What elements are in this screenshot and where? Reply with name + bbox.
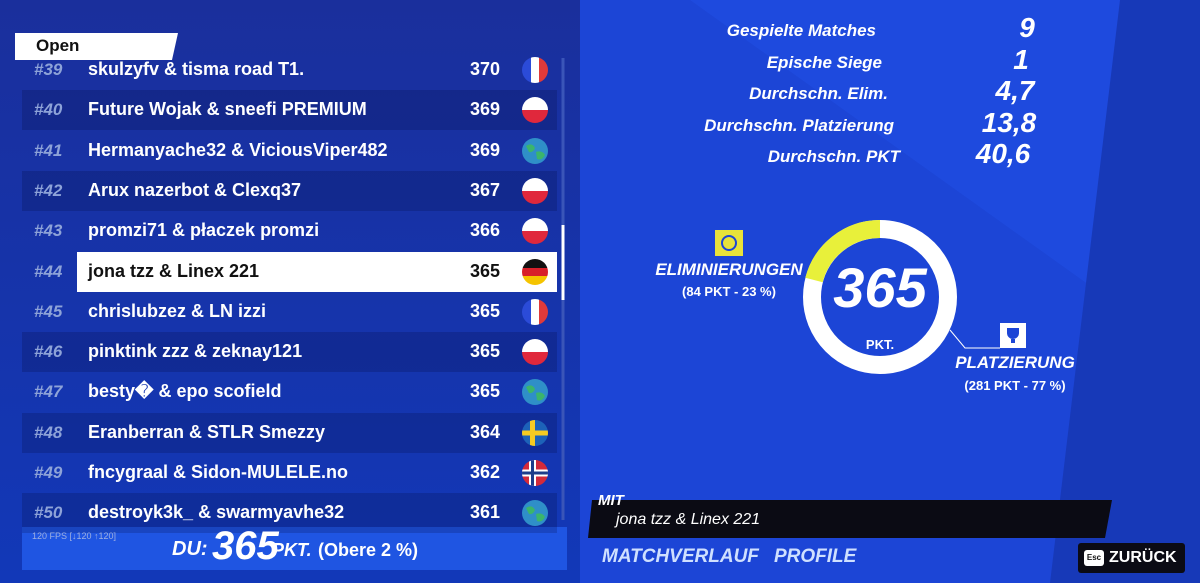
flag bbox=[522, 57, 548, 83]
nav-history[interactable]: MATCHVERLAUF bbox=[602, 546, 759, 567]
row-points: 370 bbox=[469, 59, 500, 79]
leaderboard-row[interactable]: #43 promzi71 & płaczek promzi 366 bbox=[22, 211, 562, 251]
leaderboard-row[interactable]: #45 chrislubzez & LN izzi 365 bbox=[22, 292, 562, 332]
flag bbox=[522, 137, 548, 164]
row-points: 365 bbox=[469, 341, 500, 362]
row-points: 364 bbox=[469, 421, 500, 442]
placement-detail: (281 PKT - 77 %) bbox=[964, 378, 1066, 393]
fps-counter: 120 FPS [↓120 ↑120] bbox=[32, 531, 117, 541]
row-name: destroyk3k_ & swarmyavhe32 bbox=[88, 502, 345, 523]
flag bbox=[522, 419, 548, 446]
flag bbox=[522, 460, 548, 486]
you-points: 365 bbox=[212, 524, 279, 568]
row-name: chrislubzez & LN izzi bbox=[88, 300, 267, 321]
row-name: Hermanyache32 & ViciousViper482 bbox=[88, 139, 388, 160]
stat-value: 40,6 bbox=[975, 138, 1031, 169]
stat-label: Durchschn. Elim. bbox=[749, 84, 888, 103]
back-button[interactable]: ZURÜCK bbox=[1109, 549, 1177, 566]
row-highlight bbox=[77, 251, 557, 292]
row-rank: #50 bbox=[34, 503, 63, 523]
row-name: promzi71 & płaczek promzi bbox=[88, 220, 320, 241]
flag bbox=[522, 97, 548, 124]
flag bbox=[522, 500, 548, 527]
row-name: besty� & epo scofield bbox=[88, 381, 282, 402]
you-unit: PKT. bbox=[272, 540, 312, 560]
row-stripe bbox=[22, 332, 557, 373]
row-name: skulzyfv & tisma road T1. bbox=[88, 59, 305, 79]
row-points: 365 bbox=[469, 300, 500, 321]
stat-value: 13,8 bbox=[981, 106, 1037, 138]
row-points: 362 bbox=[469, 462, 500, 482]
row-points: 365 bbox=[469, 260, 500, 281]
row-points: 369 bbox=[469, 139, 500, 160]
back-key[interactable]: Esc bbox=[1086, 553, 1102, 562]
row-name: Future Wojak & sneefi PREMIUM bbox=[88, 99, 367, 120]
leaderboard-row[interactable]: #42 Arux nazerbot & Clexq37 367 bbox=[22, 170, 562, 211]
leaderboard-row[interactable]: #48 Eranberran & STLR Smezzy 364 bbox=[22, 412, 562, 453]
you-rank-note: (Obere 2 %) bbox=[318, 540, 419, 560]
leaderboard-row[interactable]: #39 skulzyfv & tisma road T1. 370 bbox=[22, 50, 562, 90]
tab-label[interactable]: Open bbox=[36, 36, 80, 55]
nav-profile[interactable]: PROFILE bbox=[774, 546, 857, 567]
row-name: jona tzz & Linex 221 bbox=[88, 260, 260, 281]
flag bbox=[522, 339, 548, 366]
team-names: jona tzz & Linex 221 bbox=[616, 511, 761, 528]
flag bbox=[522, 379, 548, 406]
elim-label: ELIMINIERUNGEN bbox=[655, 260, 803, 279]
placement-label: PLATZIERUNG bbox=[955, 353, 1075, 372]
row-name: Arux nazerbot & Clexq37 bbox=[88, 179, 302, 200]
leaderboard-row[interactable]: #40 Future Wojak & sneefi PREMIUM 369 bbox=[22, 90, 562, 131]
row-points: 365 bbox=[469, 381, 500, 402]
row-name: Eranberran & STLR Smezzy bbox=[88, 421, 326, 442]
row-rank: #45 bbox=[34, 301, 63, 321]
row-rank: #39 bbox=[34, 60, 63, 79]
row-stripe bbox=[22, 493, 557, 534]
row-points: 367 bbox=[469, 179, 500, 200]
row-rank: #44 bbox=[34, 261, 63, 281]
score-total: 365 bbox=[833, 256, 927, 319]
row-stripe bbox=[22, 412, 557, 453]
row-rank: #47 bbox=[34, 382, 63, 402]
flag bbox=[522, 298, 548, 325]
row-rank: #40 bbox=[34, 100, 63, 120]
row-points: 361 bbox=[469, 502, 500, 523]
stat-label: Epische Siege bbox=[766, 52, 882, 72]
leaderboard-row[interactable]: #41 Hermanyache32 & ViciousViper482 369 bbox=[22, 131, 562, 171]
row-name: fncygraal & Sidon-MULELE.no bbox=[88, 462, 349, 482]
score-unit: PKT. bbox=[865, 337, 895, 352]
leaderboard-row[interactable]: #46 pinktink zzz & zeknay121 365 bbox=[22, 332, 562, 373]
leaderboard-row[interactable]: #47 besty� & epo scofield 365 bbox=[22, 372, 562, 412]
elim-detail: (84 PKT - 23 %) bbox=[682, 284, 776, 299]
row-rank: #43 bbox=[34, 221, 63, 241]
flag bbox=[522, 218, 548, 245]
stat-value: 1 bbox=[1013, 43, 1029, 75]
leaderboard-row[interactable]: #49 fncygraal & Sidon-MULELE.no 362 bbox=[22, 453, 562, 493]
leaderboard-row[interactable]: #44 jona tzz & Linex 221 365 bbox=[22, 251, 562, 292]
row-rank: #41 bbox=[34, 140, 63, 160]
stat-label: Gespielte Matches bbox=[726, 21, 876, 40]
stat-label: Durchschn. Platzierung bbox=[704, 115, 894, 135]
row-rank: #48 bbox=[34, 422, 63, 442]
leaderboard-row[interactable]: #50 destroyk3k_ & swarmyavhe32 361 bbox=[22, 493, 562, 534]
row-stripe bbox=[22, 170, 557, 211]
row-points: 366 bbox=[469, 220, 500, 241]
row-rank: #46 bbox=[34, 342, 63, 362]
stat-label: Durchschn. PKT bbox=[767, 147, 900, 166]
row-rank: #49 bbox=[34, 463, 63, 482]
flag bbox=[522, 177, 548, 204]
you-label: DU: bbox=[172, 538, 208, 560]
stat-value: 9 bbox=[1019, 12, 1035, 43]
stat-value: 4,7 bbox=[995, 75, 1035, 106]
flag bbox=[522, 258, 548, 285]
row-stripe bbox=[22, 90, 557, 131]
row-points: 369 bbox=[469, 99, 500, 120]
team-label: MIT bbox=[598, 492, 624, 509]
row-name: pinktink zzz & zeknay121 bbox=[88, 341, 303, 362]
row-rank: #42 bbox=[34, 180, 63, 200]
